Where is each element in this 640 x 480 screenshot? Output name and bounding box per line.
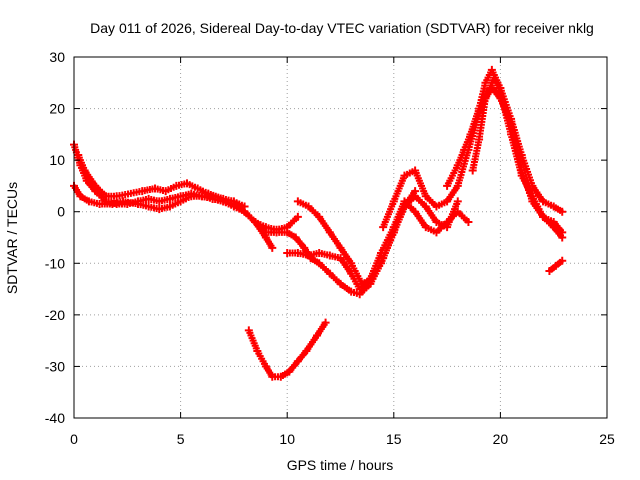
data-point (240, 202, 249, 211)
x-tick-label: 10 (279, 431, 295, 447)
y-tick-label: 20 (49, 101, 65, 117)
data-point (558, 233, 567, 242)
y-tick-label: -10 (45, 255, 65, 271)
y-tick-label: 0 (57, 204, 65, 220)
data-point (464, 218, 473, 227)
y-axis-label: SDTVAR / TECUs (4, 182, 20, 294)
x-axis-label: GPS time / hours (287, 457, 394, 473)
axis-ticks: 0 5 10 15 20 25 -40 -30 -20 -10 0 10 20 30 (45, 49, 615, 447)
y-tick-label: 10 (49, 152, 65, 168)
chart-title: Day 011 of 2026, Sidereal Day-to-day VTE… (90, 20, 594, 36)
y-tick-label: 30 (49, 49, 65, 65)
x-tick-label: 20 (493, 431, 509, 447)
y-tick-label: -20 (45, 307, 65, 323)
series-track-11 (545, 256, 567, 276)
data-point (321, 318, 330, 327)
plot-frame (73, 56, 608, 419)
series-track-3 (74, 150, 249, 211)
data-point (293, 212, 302, 221)
x-tick-label: 0 (70, 431, 78, 447)
x-tick-label: 15 (386, 431, 402, 447)
x-tick-label: 25 (599, 431, 615, 447)
series-track-10 (468, 73, 567, 242)
data-point (558, 256, 567, 265)
data-point (453, 197, 462, 206)
y-tick-label: -40 (45, 410, 65, 426)
data-point (558, 207, 567, 216)
x-tick-label: 5 (177, 431, 185, 447)
series-track-7 (244, 318, 330, 381)
data-series (70, 65, 567, 381)
data-point (268, 243, 277, 252)
y-tick-label: -30 (45, 358, 65, 374)
series-track-6 (283, 197, 473, 294)
